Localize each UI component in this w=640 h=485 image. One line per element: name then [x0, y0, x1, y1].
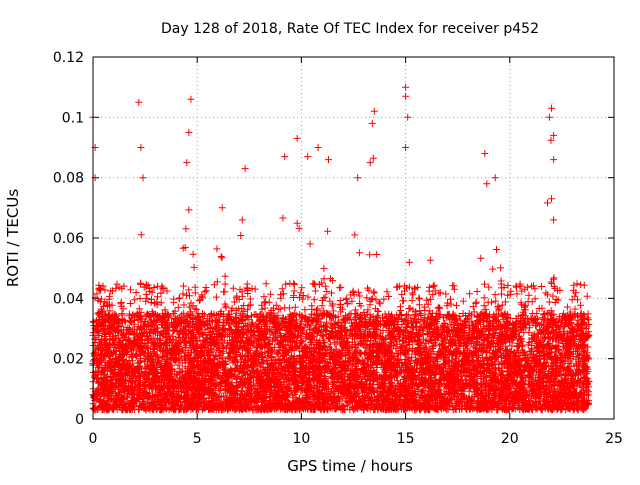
y-tick-label: 0.08 — [53, 171, 84, 187]
y-tick-label: 0.12 — [53, 50, 84, 66]
x-tick-label: 15 — [397, 431, 415, 447]
plot-frame — [92, 56, 615, 420]
chart-title: Day 128 of 2018, Rate Of TEC Index for r… — [161, 21, 539, 37]
y-tick-label: 0.06 — [53, 231, 84, 247]
axis-ticks: 0 0.02 0.04 0.06 0.08 0.1 0.12 0 5 10 15 20 25 — [53, 50, 623, 447]
y-tick-label: 0.1 — [62, 110, 84, 126]
x-tick-label: 10 — [292, 431, 310, 447]
y-tick-label: 0.02 — [53, 352, 84, 368]
y-tick-label: 0.04 — [53, 291, 84, 307]
x-tick-label: 0 — [89, 431, 98, 447]
data-points — [89, 83, 593, 414]
roti-points — [89, 83, 593, 414]
x-tick-label: 20 — [501, 431, 519, 447]
y-tick-label: 0 — [75, 412, 84, 428]
y-axis-label: ROTI / TECUs — [4, 189, 22, 287]
x-tick-label: 25 — [605, 431, 623, 447]
x-axis-label: GPS time / hours — [287, 457, 413, 475]
x-tick-label: 5 — [193, 431, 202, 447]
